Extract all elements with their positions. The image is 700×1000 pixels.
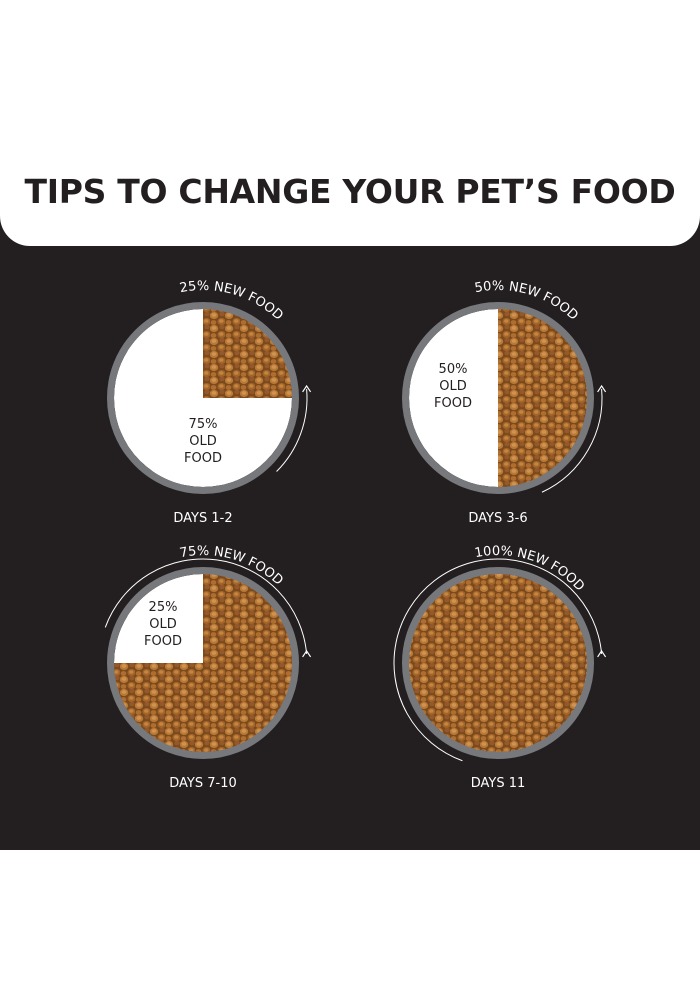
old-food-label: 50%: [439, 362, 468, 377]
bowl-rim: [402, 567, 594, 759]
days-caption: DAYS 3-6: [468, 511, 527, 526]
new-food-portion: [409, 574, 587, 752]
title-banner: [0, 150, 700, 246]
old-food-label: OLD: [149, 617, 177, 632]
dark-panel: [0, 150, 700, 850]
old-food-label: 75%: [189, 417, 218, 432]
bowl-food: [114, 574, 292, 752]
bowl-rim: [402, 302, 594, 494]
days-caption: DAYS 1-2: [173, 511, 232, 526]
old-food-label: OLD: [439, 379, 467, 394]
bowl-rim: [107, 302, 299, 494]
old-food-label: FOOD: [184, 451, 222, 466]
new-food-portion: [114, 574, 292, 752]
old-food-label: 25%: [149, 600, 178, 615]
progress-arrow-icon: [104, 558, 312, 658]
old-food-label: FOOD: [434, 396, 472, 411]
new-food-portion: [498, 309, 587, 487]
old-food-label: OLD: [189, 434, 217, 449]
bowl-food: [114, 309, 292, 487]
bowl-rim: [107, 567, 299, 759]
page-title: TIPS TO CHANGE YOUR PET’S FOOD: [24, 172, 676, 211]
old-food-label: FOOD: [144, 634, 182, 649]
progress-arrow-icon: [541, 384, 607, 493]
days-caption: DAYS 7-10: [169, 776, 237, 791]
days-caption: DAYS 11: [471, 776, 526, 791]
bowl-food: [409, 574, 587, 752]
progress-arrow-icon: [276, 384, 312, 472]
progress-arrow-icon: [393, 558, 607, 762]
